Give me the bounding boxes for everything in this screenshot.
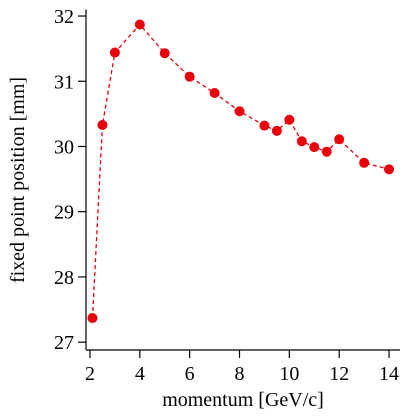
- x-tick-label: 10: [279, 363, 299, 385]
- x-tick-label: 8: [235, 363, 245, 385]
- data-point: [109, 47, 120, 58]
- data-point: [321, 146, 332, 157]
- data-point: [296, 136, 307, 147]
- series-line: [91, 23, 390, 319]
- data-point: [134, 19, 145, 30]
- y-axis-label: fixed point position [mm]: [7, 77, 29, 283]
- x-tick-label: 4: [135, 363, 145, 385]
- data-point: [234, 106, 245, 117]
- data-point: [159, 48, 170, 59]
- data-point: [259, 120, 270, 131]
- data-point: [334, 134, 345, 145]
- data-point: [309, 142, 320, 153]
- y-tick-label: 28: [54, 267, 74, 289]
- x-tick-label: 14: [379, 363, 399, 385]
- y-tick-label: 31: [54, 71, 74, 93]
- y-tick-label: 32: [54, 6, 74, 28]
- x-axis-label: momentum [GeV/c]: [162, 389, 324, 411]
- data-point: [87, 313, 98, 324]
- y-tick-label: 27: [54, 332, 74, 354]
- x-tick-label: 12: [329, 363, 349, 385]
- x-tick-label: 6: [185, 363, 195, 385]
- data-point: [359, 157, 370, 168]
- data-point: [384, 164, 395, 175]
- x-tick-label: 2: [85, 363, 95, 385]
- data-point: [271, 125, 282, 136]
- data-point: [97, 119, 108, 130]
- data-point: [184, 71, 195, 82]
- data-point: [209, 87, 220, 98]
- y-tick-label: 30: [54, 136, 74, 158]
- y-tick-label: 29: [54, 202, 74, 224]
- data-point: [284, 114, 295, 125]
